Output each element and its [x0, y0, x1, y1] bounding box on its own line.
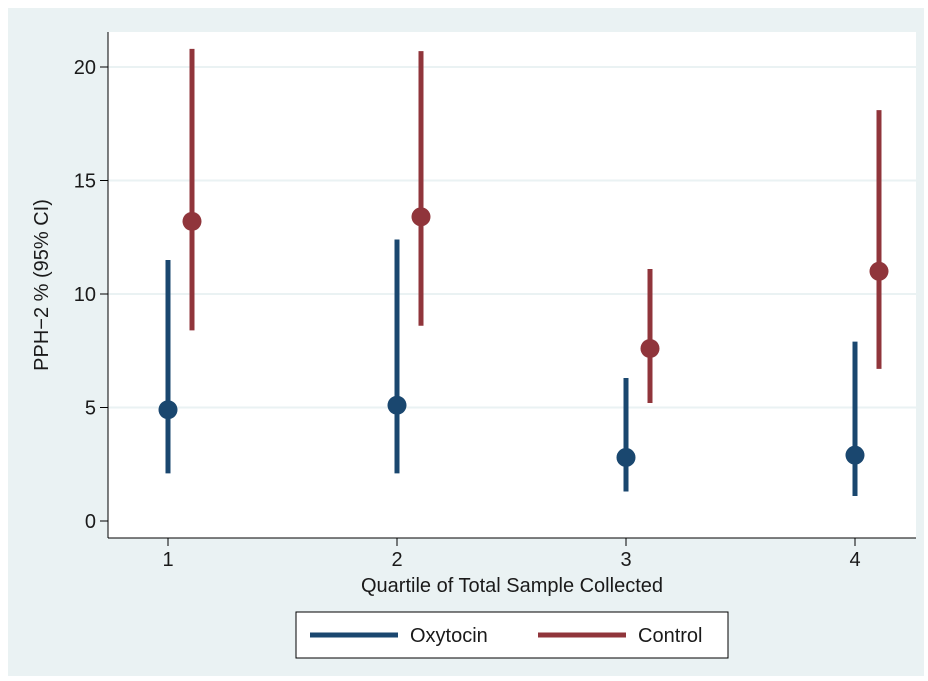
x-tick-label: 2: [391, 549, 402, 571]
x-tick-label: 4: [849, 549, 860, 571]
legend-label-oxytocin: Oxytocin: [410, 625, 488, 647]
plot-area: [108, 32, 916, 538]
x-axis-title: Quartile of Total Sample Collected: [361, 575, 663, 597]
y-tick-label: 10: [74, 284, 96, 306]
oxytocin-point: [387, 395, 407, 415]
x-tick-label: 1: [162, 549, 173, 571]
control-point: [640, 338, 660, 358]
legend: Oxytocin Control: [295, 611, 729, 659]
oxytocin-point: [158, 400, 178, 420]
legend-label-control: Control: [638, 625, 702, 647]
x-tick-label: 3: [620, 549, 631, 571]
y-tick-label: 5: [85, 398, 96, 420]
y-tick-label: 15: [74, 171, 96, 193]
y-tick-label: 0: [85, 511, 96, 533]
oxytocin-point: [845, 445, 865, 465]
x-axis: 1 2 3 4: [108, 537, 916, 571]
data-series: [158, 48, 889, 497]
control-point: [182, 211, 202, 231]
y-tick-label: 20: [74, 57, 96, 79]
control-point: [411, 207, 431, 227]
control-point: [869, 261, 889, 281]
oxytocin-point: [616, 447, 636, 467]
y-axis-title: PPH−2 % (95% CI): [31, 199, 53, 371]
y-axis: 0 5 10 15 20: [74, 32, 109, 538]
gridlines: [108, 66, 916, 409]
